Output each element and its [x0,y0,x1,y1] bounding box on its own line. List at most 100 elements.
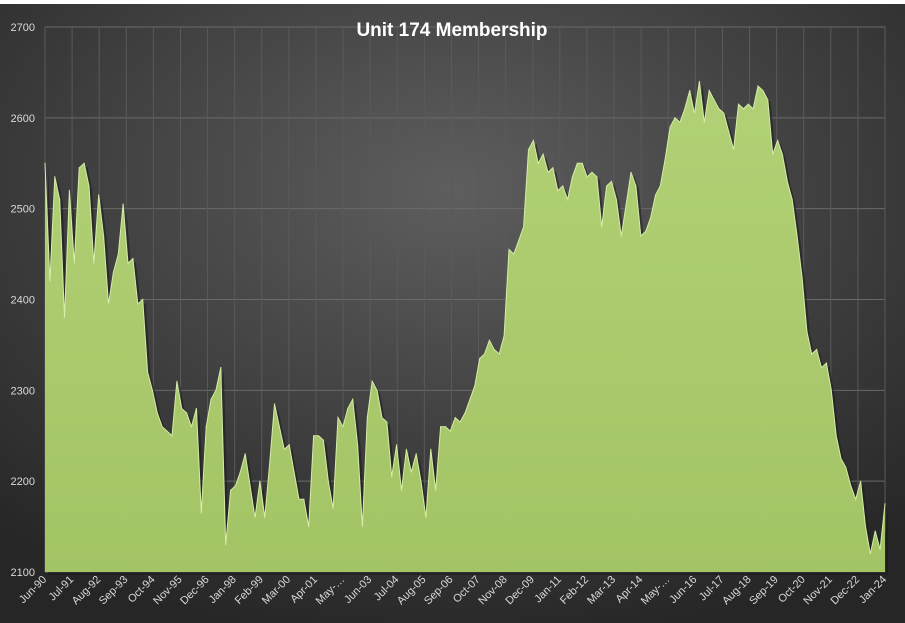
data-point [518,239,520,242]
data-point [552,167,554,169]
data-point [493,348,495,351]
data-point [239,471,241,473]
data-point [547,171,549,173]
data-point [640,235,642,237]
data-point [430,448,432,450]
data-point [308,526,310,528]
data-point [606,185,608,187]
data-point [811,353,813,355]
chart-title: Unit 174 Membership [356,20,547,41]
data-point [98,194,100,196]
data-point [83,162,85,164]
data-point [576,162,578,164]
data-point [527,149,530,151]
data-point [772,153,774,155]
data-point [523,226,525,228]
data-point [742,108,745,110]
data-point [215,389,217,391]
data-point [762,90,764,92]
y-tick-label: 2700 [11,22,35,34]
data-point [376,389,378,391]
data-point [791,199,793,201]
data-point [737,103,740,105]
data-point [259,480,261,482]
data-point [664,158,666,160]
data-point [444,426,447,428]
data-point [508,248,510,251]
data-point [625,203,627,205]
data-point [122,203,124,205]
data-point [669,126,671,128]
data-point [449,430,451,432]
data-point [381,417,383,419]
data-point [767,99,769,101]
data-point [293,471,295,473]
data-point [806,330,808,332]
data-point [635,185,637,187]
data-point [44,162,46,164]
data-point [864,526,867,528]
data-point [117,253,119,255]
data-point [435,489,437,491]
data-point [610,180,613,182]
data-point [249,485,251,487]
data-point [796,235,798,237]
data-point [166,430,168,432]
data-point [840,457,842,460]
data-point [147,371,149,373]
data-point [860,480,862,482]
data-point [342,426,344,428]
area-fill [45,81,885,572]
data-point [591,171,593,173]
data-point [254,516,256,519]
data-point [703,121,705,123]
data-point [405,448,407,450]
data-point [615,199,618,201]
data-point [156,412,158,414]
data-point [190,426,193,428]
data-point [244,453,246,455]
data-point [103,235,105,237]
data-point [874,530,876,532]
y-axis-ticks: 2100 2200 2300 2400 2500 2600 2700 [11,22,35,579]
data-point [479,357,481,360]
data-point [410,471,412,473]
data-point [747,103,749,105]
data-point [816,348,818,351]
data-point [645,230,647,232]
data-point [693,112,696,114]
data-point [728,130,730,133]
data-point [723,112,725,114]
data-point [127,262,129,264]
data-point [845,466,847,469]
data-point [596,176,598,178]
data-point [313,435,315,437]
data-point [151,389,153,391]
data-point [440,426,442,428]
data-point [73,262,75,264]
data-point [474,385,476,387]
data-point [425,516,427,519]
data-point [679,121,681,123]
data-point [142,298,144,301]
data-point [220,367,222,369]
data-point [850,485,852,487]
data-point [283,448,285,450]
data-point [557,189,559,192]
data-point [684,108,686,110]
data-point [132,258,134,260]
data-point [713,99,715,101]
data-point [298,498,300,500]
data-point [361,526,363,528]
data-point [195,407,197,410]
data-point [366,417,368,419]
y-tick-label: 2300 [11,385,35,397]
data-point [454,417,456,419]
data-point [93,262,95,264]
data-point [601,226,603,228]
data-point [469,398,471,400]
data-point [698,80,701,83]
data-point [225,544,227,546]
data-point [357,444,359,446]
